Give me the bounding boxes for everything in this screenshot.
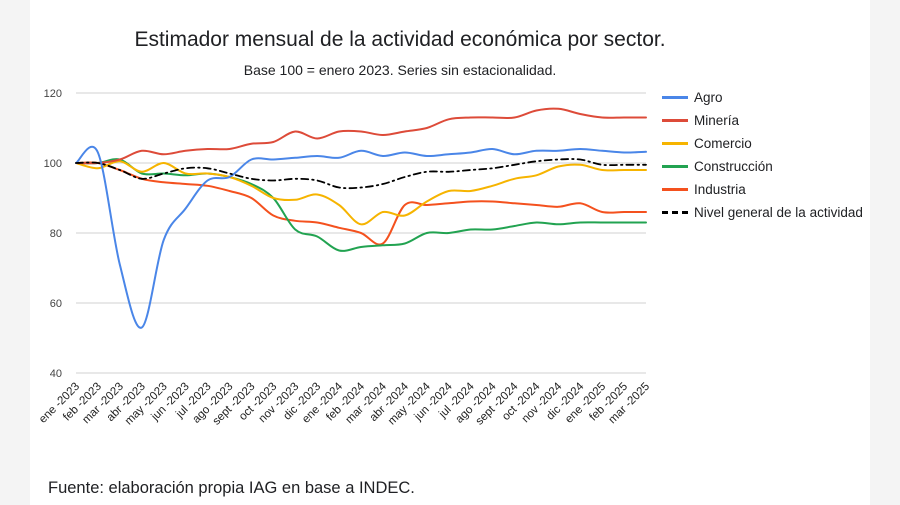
legend-label-industria: Industria [694,182,746,197]
y-tick-label: 40 [50,368,62,380]
legend-label-agro: Agro [694,90,723,105]
series-line-nivel-general-de-la-actividad [75,158,647,190]
legend-item-industria: Industria [662,182,867,197]
y-tick-label: 100 [44,158,62,170]
series-line-mineria [75,107,647,165]
y-tick-label: 60 [50,298,62,310]
chart-legend: Agro Minería Comercio Construcción Indus… [662,90,867,228]
legend-label-comercio: Comercio [694,136,752,151]
series-line-agro [75,145,647,329]
legend-label-construccion: Construcción [694,159,773,174]
chart-card: Estimador mensual de la actividad económ… [30,0,870,505]
legend-item-comercio: Comercio [662,136,867,151]
y-tick-label: 120 [44,88,62,100]
legend-swatch-mineria [662,119,688,122]
legend-swatch-industria [662,188,688,191]
source-note: Fuente: elaboración propia IAG en base a… [48,479,415,497]
legend-label-nivel-general: Nivel general de la actividad [694,205,863,220]
legend-swatch-agro [662,96,688,99]
series-line-construccion [75,158,647,252]
series-line-industria [75,161,647,246]
legend-swatch-nivel-general [662,211,688,214]
chart-title: Estimador mensual de la actividad económ… [134,28,666,51]
legend-item-agro: Agro [662,90,867,105]
chart-subtitle: Base 100 = enero 2023. Series sin estaci… [243,62,557,78]
legend-swatch-construccion [662,165,688,168]
legend-item-construccion: Construcción [662,159,867,174]
legend-swatch-comercio [662,142,688,145]
y-tick-label: 80 [50,228,62,240]
legend-item-mineria: Minería [662,113,867,128]
series-line-comercio [75,160,647,226]
legend-item-nivel-general: Nivel general de la actividad [662,205,867,220]
legend-label-mineria: Minería [694,113,740,128]
